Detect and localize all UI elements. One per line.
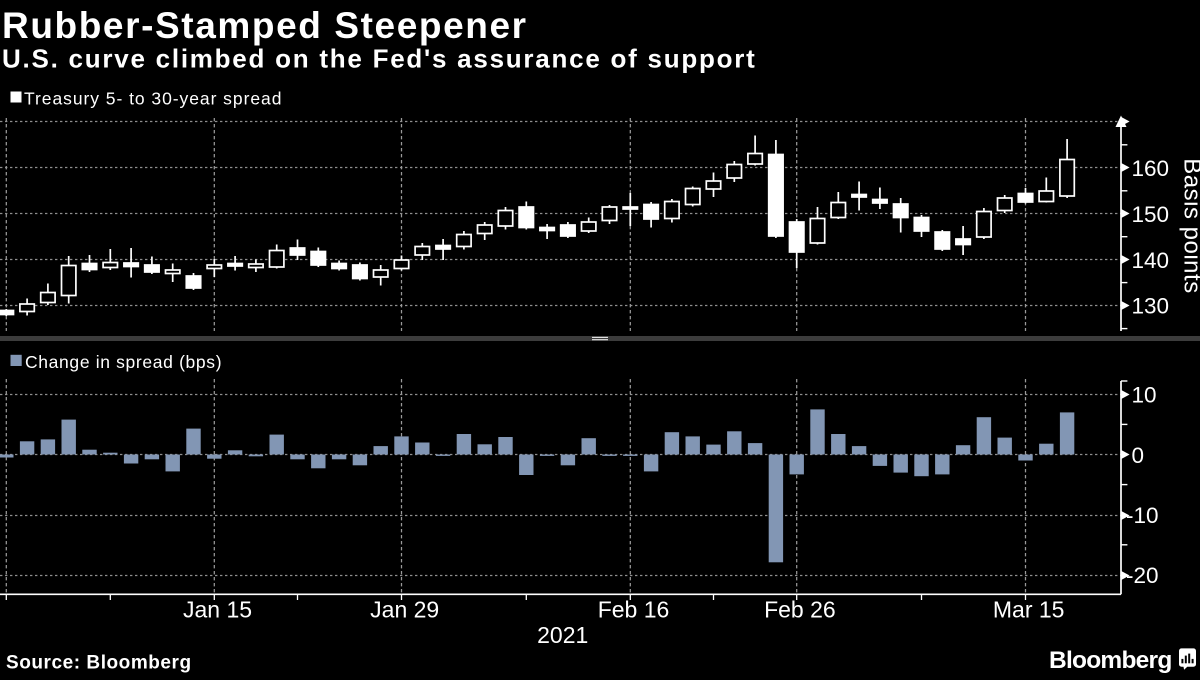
svg-text:Jan 29: Jan 29 — [370, 597, 439, 623]
svg-text:Bloomberg: Bloomberg — [1049, 647, 1172, 674]
svg-text:-20: -20 — [1126, 563, 1159, 588]
svg-text:150: 150 — [1132, 202, 1170, 227]
svg-text:160: 160 — [1132, 156, 1170, 181]
svg-text:0: 0 — [1132, 443, 1145, 468]
svg-text:Treasury 5- to 30-year spread: Treasury 5- to 30-year spread — [24, 89, 282, 109]
svg-text:Feb 26: Feb 26 — [764, 597, 836, 623]
svg-text:-10: -10 — [1126, 503, 1159, 528]
svg-text:130: 130 — [1132, 294, 1170, 319]
svg-text:2021: 2021 — [537, 622, 588, 648]
svg-text:Source: Bloomberg: Source: Bloomberg — [6, 653, 192, 674]
svg-text:Basis points: Basis points — [1179, 158, 1200, 293]
svg-text:Mar 15: Mar 15 — [993, 597, 1065, 623]
svg-text:Jan 15: Jan 15 — [183, 597, 252, 623]
svg-text:U.S. curve climbed on the Fed': U.S. curve climbed on the Fed's assuranc… — [2, 44, 757, 74]
svg-text:Rubber-Stamped Steepener: Rubber-Stamped Steepener — [2, 5, 528, 46]
svg-text:140: 140 — [1132, 248, 1170, 273]
svg-text:Feb 16: Feb 16 — [598, 597, 670, 623]
svg-text:10: 10 — [1132, 383, 1157, 408]
svg-text:Change in spread (bps): Change in spread (bps) — [25, 352, 222, 372]
